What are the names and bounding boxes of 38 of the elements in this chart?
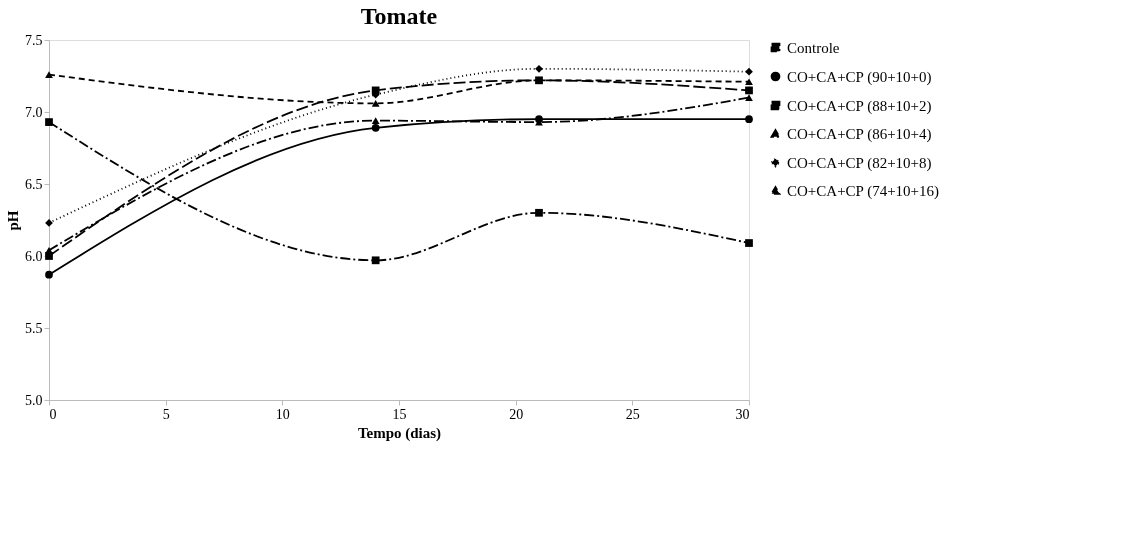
y-axis-title: pH xyxy=(5,210,21,231)
x-tick-label: 5 xyxy=(162,406,170,422)
point xyxy=(535,208,543,217)
point xyxy=(745,115,753,124)
x-tick-label: 25 xyxy=(625,406,640,422)
point xyxy=(745,239,753,247)
y-tick-label: 6.5 xyxy=(25,176,43,192)
point xyxy=(745,78,753,86)
y-tick-label: 5.5 xyxy=(25,320,43,336)
point xyxy=(45,118,53,126)
point xyxy=(535,64,543,73)
point xyxy=(371,100,380,107)
legend-label: CO+CA+CP (88+10+2) xyxy=(787,97,932,115)
point xyxy=(745,86,753,95)
point xyxy=(45,71,53,78)
point xyxy=(371,117,380,124)
point xyxy=(745,94,753,101)
legend-label: CO+CA+CP (74+10+16) xyxy=(787,182,940,200)
legend-label: Controle xyxy=(787,39,840,56)
legend-label: CO+CA+CP (86+10+4) xyxy=(787,125,932,143)
x-tick-label: 20 xyxy=(509,406,524,422)
y-tick-label: 7.5 xyxy=(25,32,43,48)
point xyxy=(371,256,380,265)
point xyxy=(745,67,753,76)
point xyxy=(45,246,53,254)
x-tick-label: 0 xyxy=(49,406,57,422)
y-tick-label: 5.0 xyxy=(25,392,43,408)
y-tick-label: 7.0 xyxy=(25,104,43,120)
point xyxy=(45,270,53,279)
y-tick-label: 6.0 xyxy=(25,248,43,264)
legend-label: CO+CA+CP (82+10+8) xyxy=(787,154,932,172)
chart-title: Tomate xyxy=(360,3,438,29)
x-tick-label: 10 xyxy=(275,406,290,422)
x-axis-title: Tempo (dias) xyxy=(357,424,442,442)
legend-label: CO+CA+CP (90+10+0) xyxy=(787,68,932,86)
point xyxy=(371,123,380,132)
x-tick-label: 30 xyxy=(735,406,750,422)
x-tick-label: 15 xyxy=(392,406,407,422)
